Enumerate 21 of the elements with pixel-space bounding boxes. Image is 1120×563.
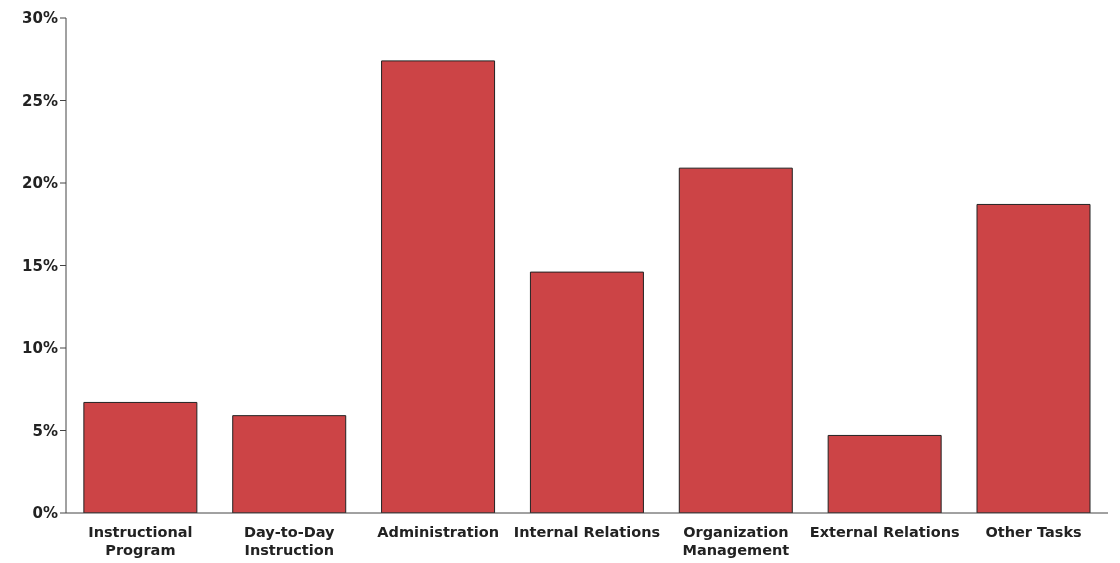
y-tick-label: 5%	[32, 421, 58, 440]
y-tick-label: 0%	[32, 504, 58, 523]
bar	[232, 415, 347, 513]
x-tick-label: Instructional Program	[88, 524, 193, 558]
x-tick-label: External Relations	[809, 524, 960, 540]
bar	[678, 167, 793, 513]
x-tick-label: Other Tasks	[985, 524, 1082, 540]
bar	[976, 203, 1091, 513]
bar	[381, 60, 496, 513]
y-tick-label: 25%	[22, 91, 58, 110]
y-tick-label: 10%	[22, 339, 58, 358]
bar	[827, 434, 942, 513]
x-tick-label: Day-to-Day Instruction	[243, 524, 336, 558]
bar	[529, 271, 644, 513]
y-tick-label: 20%	[22, 174, 58, 193]
x-tick-label: Administration	[377, 524, 499, 540]
x-tick-label: Internal Relations	[513, 524, 661, 540]
x-tick-label: Organization Management	[682, 524, 790, 558]
y-tick-label: 30%	[22, 9, 58, 28]
y-tick-label: 15%	[22, 256, 58, 275]
bar	[83, 401, 198, 513]
